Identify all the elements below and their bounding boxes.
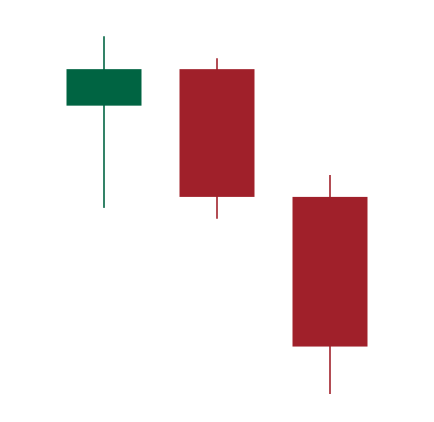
candle-body-up bbox=[66, 69, 142, 106]
candle-body-down bbox=[179, 69, 255, 197]
candle-body-down bbox=[292, 196, 368, 347]
candle-3 bbox=[292, 175, 368, 394]
candle-1 bbox=[66, 36, 142, 208]
candle-2 bbox=[179, 58, 255, 219]
